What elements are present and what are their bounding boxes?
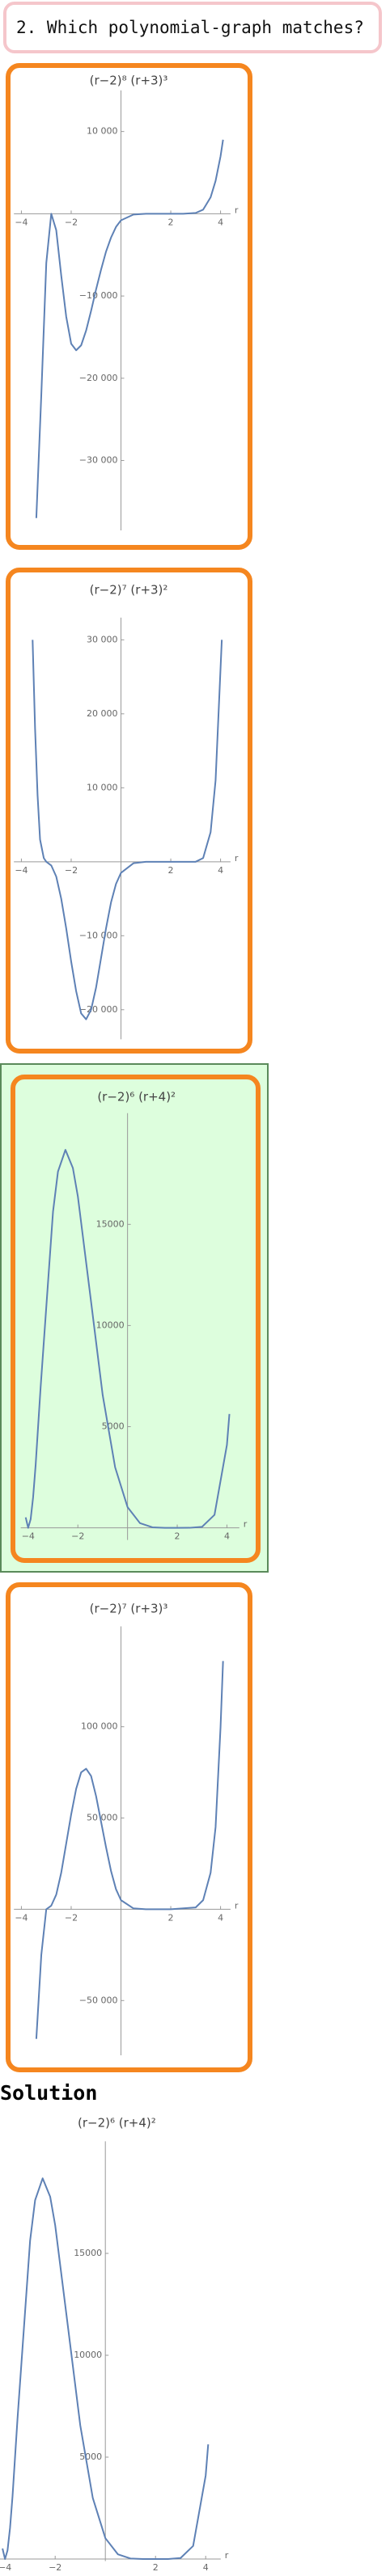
option-frame[interactable] — [11, 1075, 261, 1563]
y-tick-label: 10000 — [74, 2350, 102, 2360]
x-axis-label: r — [244, 1519, 248, 1530]
y-tick-label: −10 000 — [79, 290, 118, 301]
x-tick-label: −4 — [15, 1912, 28, 1923]
x-tick-label: −2 — [71, 1531, 84, 1542]
curve — [35, 1661, 224, 2039]
x-tick-label: 2 — [153, 2562, 159, 2573]
chart-title: (r−2)⁸ (r+3)³ — [90, 74, 168, 88]
x-tick-label: 2 — [175, 1531, 180, 1542]
x-tick-label: −2 — [65, 865, 78, 876]
y-tick-label: 5000 — [79, 2451, 102, 2462]
option-frame[interactable] — [6, 63, 252, 550]
y-tick-label: 50 000 — [87, 1813, 118, 1823]
x-tick-label: −4 — [15, 217, 28, 227]
y-tick-label: −30 000 — [79, 455, 118, 466]
option-frame[interactable] — [6, 568, 252, 1054]
y-tick-label: 30 000 — [87, 634, 118, 644]
y-tick-label: −20 000 — [79, 373, 118, 383]
y-tick-label: 10 000 — [87, 782, 118, 792]
x-tick-label: 4 — [218, 217, 223, 227]
x-tick-label: −4 — [0, 2562, 11, 2573]
chart-title: (r−2)⁷ (r+3)² — [90, 583, 168, 598]
y-tick-label: 15000 — [74, 2248, 102, 2258]
chart-title: (r−2)⁷ (r+3)³ — [90, 1602, 168, 1616]
y-tick-label: 100 000 — [81, 1721, 118, 1732]
y-tick-label: −20 000 — [79, 1004, 118, 1015]
x-tick-label: 2 — [168, 865, 174, 876]
option-frame[interactable] — [6, 1582, 252, 2072]
y-tick-label: −10 000 — [79, 930, 118, 940]
x-tick-label: 4 — [218, 865, 223, 876]
x-tick-label: 2 — [168, 217, 174, 227]
question-box — [3, 2, 382, 53]
x-tick-label: −2 — [65, 217, 78, 227]
x-axis-label: r — [235, 1900, 239, 1911]
x-tick-label: −2 — [65, 1912, 78, 1923]
x-axis-label: r — [235, 853, 239, 864]
y-tick-label: 20 000 — [87, 708, 118, 719]
curve — [35, 139, 224, 518]
x-tick-label: −4 — [22, 1531, 35, 1542]
y-tick-label: 5000 — [102, 1421, 125, 1431]
solution-heading: Solution — [0, 2081, 97, 2105]
x-tick-label: 4 — [218, 1912, 223, 1923]
x-axis-label: r — [235, 205, 239, 215]
curve — [32, 640, 223, 1020]
selected-highlight — [0, 1063, 269, 1573]
y-tick-label: −50 000 — [79, 1995, 118, 2005]
y-tick-label: 10000 — [96, 1320, 125, 1330]
chart-title: (r−2)⁶ (r+4)² — [97, 1090, 176, 1104]
y-tick-label: 15000 — [96, 1218, 125, 1229]
x-axis-label: r — [225, 2550, 229, 2561]
x-tick-label: −2 — [49, 2562, 61, 2573]
curve — [2, 2177, 210, 2560]
x-tick-label: 4 — [224, 1531, 230, 1542]
curve — [24, 1149, 231, 1529]
x-tick-label: 4 — [203, 2562, 209, 2573]
x-tick-label: −4 — [15, 865, 28, 876]
x-tick-label: 2 — [168, 1912, 174, 1923]
y-tick-label: 10 000 — [87, 126, 118, 137]
chart-title: (r−2)⁶ (r+4)² — [78, 2116, 156, 2130]
question: 2. Which polynomial-graph matches? — [16, 18, 364, 37]
